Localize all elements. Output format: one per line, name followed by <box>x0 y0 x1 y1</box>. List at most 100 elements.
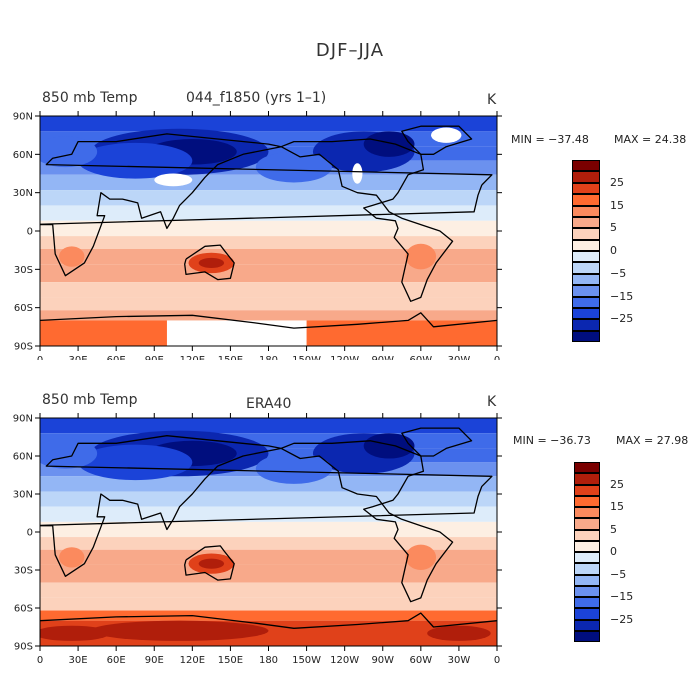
colorbar-swatch <box>572 182 600 195</box>
colorbar-swatch <box>572 296 600 308</box>
colorbar-swatch <box>572 319 600 331</box>
colorbar-tick-label: −25 <box>610 312 634 326</box>
lat-tick-label: 30N <box>13 490 33 501</box>
lat-tick-label: 60S <box>14 303 33 314</box>
colorbar-tick-label: 25 <box>610 477 624 491</box>
min-label: MIN = −37.48 <box>511 133 589 146</box>
lat-tick-label: 90S <box>14 342 33 353</box>
lon-tick-label: 60W <box>410 355 433 360</box>
lon-tick-label: 90W <box>371 355 394 360</box>
lon-tick-label: 30E <box>69 355 88 360</box>
colorbar-tick-label: 5 <box>610 522 617 536</box>
colorbar-swatch <box>574 484 600 496</box>
colorbar-swatch <box>574 529 600 541</box>
lat-tick-label: 0 <box>27 528 33 539</box>
colorbar-swatch <box>574 585 600 597</box>
lat-tick-label: 30N <box>13 188 33 199</box>
colorbar-swatch <box>572 194 600 206</box>
lat-tick-label: 90N <box>13 414 33 425</box>
lat-tick-label: 30S <box>14 265 33 276</box>
lon-tick-label: 0 <box>37 355 43 360</box>
colorbar-swatch <box>572 216 600 229</box>
colorbar-swatch <box>572 228 600 240</box>
lon-tick-label: 90E <box>145 655 164 666</box>
lon-tick-label: 180 <box>259 355 278 360</box>
colorbar-swatch <box>574 518 600 530</box>
colorbar <box>574 462 600 642</box>
lat-tick-label: 0 <box>27 227 33 238</box>
panel-units-label: K <box>487 394 497 410</box>
colorbar-tick-label: 5 <box>610 221 617 235</box>
colorbar-swatch <box>574 597 600 609</box>
temperature-map: 90N 60N 30N 0 30S 60S 90S 0 30E 60E 90E 120E 150E 180… <box>13 111 502 360</box>
lon-tick-label: 120W <box>330 655 359 666</box>
panel-units-label: K <box>487 92 497 108</box>
colorbar-swatch <box>572 160 600 172</box>
lon-tick-label: 180 <box>259 655 278 666</box>
panel-model: 850 mb Temp 044_f1850 (yrs 1–1) K MIN = … <box>13 90 687 360</box>
lon-tick-label: 150E <box>218 355 243 360</box>
lon-tick-label: 60E <box>107 355 126 360</box>
lon-tick-label: 0 <box>37 655 43 666</box>
lon-tick-label: 30E <box>69 655 88 666</box>
lon-tick-label: 60W <box>410 655 433 666</box>
colorbar-tick-label: 15 <box>610 198 624 212</box>
colorbar-swatch <box>572 330 600 342</box>
colorbar-tick-label: −25 <box>610 612 634 626</box>
colorbar-swatch <box>574 473 600 485</box>
lon-tick-label: 120E <box>180 355 205 360</box>
lon-tick-label: 120E <box>180 655 205 666</box>
colorbar-swatch <box>572 307 600 320</box>
colorbar-swatch <box>574 540 600 552</box>
colorbar-tick-label: −5 <box>610 567 627 581</box>
colorbar-swatch <box>574 495 600 507</box>
panel-case-label: ERA40 <box>246 396 292 412</box>
panel-variable-label: 850 mb Temp <box>42 392 138 408</box>
colorbar-swatch <box>574 462 600 474</box>
lat-tick-label: 90S <box>14 642 33 653</box>
colorbar-swatch <box>574 574 600 586</box>
panel-variable-label: 850 mb Temp <box>42 90 138 106</box>
lon-tick-label: 90E <box>145 355 164 360</box>
lon-tick-label: 60E <box>107 655 126 666</box>
lon-tick-label: 90W <box>371 655 394 666</box>
lon-tick-label: 120W <box>330 355 359 360</box>
max-label: MAX = 27.98 <box>616 434 689 447</box>
lat-tick-label: 30S <box>14 566 33 577</box>
max-label: MAX = 24.38 <box>614 133 687 146</box>
colorbar-swatch <box>574 630 600 642</box>
colorbar <box>572 160 600 342</box>
colorbar-tick-label: −15 <box>610 590 634 603</box>
lat-tick-label: 60S <box>14 604 33 615</box>
colorbar-swatch <box>574 507 600 519</box>
colorbar-swatch <box>574 552 600 564</box>
colorbar-swatch <box>572 171 600 183</box>
colorbar-tick-label: 15 <box>610 500 624 513</box>
colorbar-swatch <box>572 285 600 297</box>
colorbar-tick-label: 0 <box>610 244 617 257</box>
lon-tick-label: 0 <box>494 355 500 360</box>
lon-tick-label: 150W <box>292 655 321 666</box>
lon-tick-label: 0 <box>494 655 500 666</box>
lon-tick-label: 30W <box>448 355 471 360</box>
colorbar-swatch <box>572 251 600 263</box>
colorbar-swatch <box>572 262 600 274</box>
colorbar-swatch <box>572 205 600 217</box>
colorbar-swatch <box>574 608 600 620</box>
colorbar-tick-label: −5 <box>610 266 627 280</box>
colorbar-tick-label: 25 <box>610 175 624 189</box>
colorbar-swatch <box>572 273 600 286</box>
colorbar-tick-label: −15 <box>610 289 634 303</box>
lat-tick-label: 60N <box>13 150 33 161</box>
min-label: MIN = −36.73 <box>513 434 591 447</box>
colorbar-swatch <box>572 239 600 251</box>
figure-title: DJF–JJA <box>315 40 385 61</box>
colorbar-swatch <box>574 563 600 575</box>
lon-tick-label: 150W <box>292 355 321 360</box>
lon-tick-label: 150E <box>218 655 243 666</box>
colorbar-tick-label: 0 <box>610 545 617 558</box>
lon-tick-label: 30W <box>448 655 471 666</box>
colorbar-swatch <box>574 619 600 631</box>
panel-case-label: 044_f1850 (yrs 1–1) <box>186 90 327 106</box>
